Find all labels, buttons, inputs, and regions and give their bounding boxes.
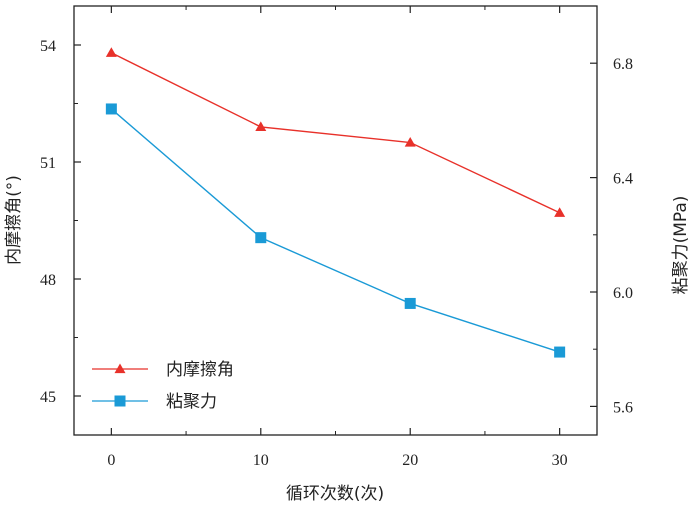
y-axis-right-title: 粘聚力(MPa)	[671, 196, 691, 295]
series-point-0-0	[105, 47, 117, 57]
series-layer	[105, 47, 566, 358]
y-right-tick-label: 6.0	[613, 285, 633, 302]
legend: 内摩擦角 粘聚力	[92, 360, 234, 412]
plot-frame	[73, 5, 598, 436]
series-point-0-2	[404, 137, 416, 147]
legend-marker-cohesion	[114, 395, 126, 407]
legend-label-cohesion: 粘聚力	[166, 392, 217, 412]
series-point-1-0	[105, 103, 117, 115]
legend-label-friction: 内摩擦角	[166, 360, 234, 380]
y-left-tick-label: 48	[40, 272, 56, 289]
series-line-1	[110, 108, 560, 353]
y-left-tick-label: 54	[40, 38, 56, 55]
x-tick-label: 10	[253, 452, 269, 469]
series-point-1-1	[255, 232, 267, 244]
y-axis-left-title: 内摩擦角(°)	[4, 175, 24, 265]
legend-marker-friction	[114, 363, 126, 374]
series-point-1-3	[554, 346, 566, 358]
series-point-0-1	[255, 121, 267, 132]
series-point-1-2	[404, 297, 416, 309]
x-tick-label: 30	[552, 452, 568, 469]
x-tick-label: 20	[402, 452, 418, 469]
y-left-tick-label: 45	[40, 389, 56, 406]
y-right-tick-label: 6.8	[613, 56, 633, 73]
x-tick-label: 0	[107, 452, 115, 469]
y-right-tick-label: 6.4	[613, 171, 633, 188]
y-left-tick-label: 51	[40, 155, 56, 172]
x-axis-title: 循环次数(次)	[286, 484, 384, 504]
y-right-tick-label: 5.6	[613, 399, 633, 416]
series-line-0	[111, 52, 560, 214]
series-point-0-3	[554, 207, 566, 217]
ticks: 0 10 20 30 45 48 51 54 5.6 6.0 6.4 6.8	[40, 6, 633, 469]
